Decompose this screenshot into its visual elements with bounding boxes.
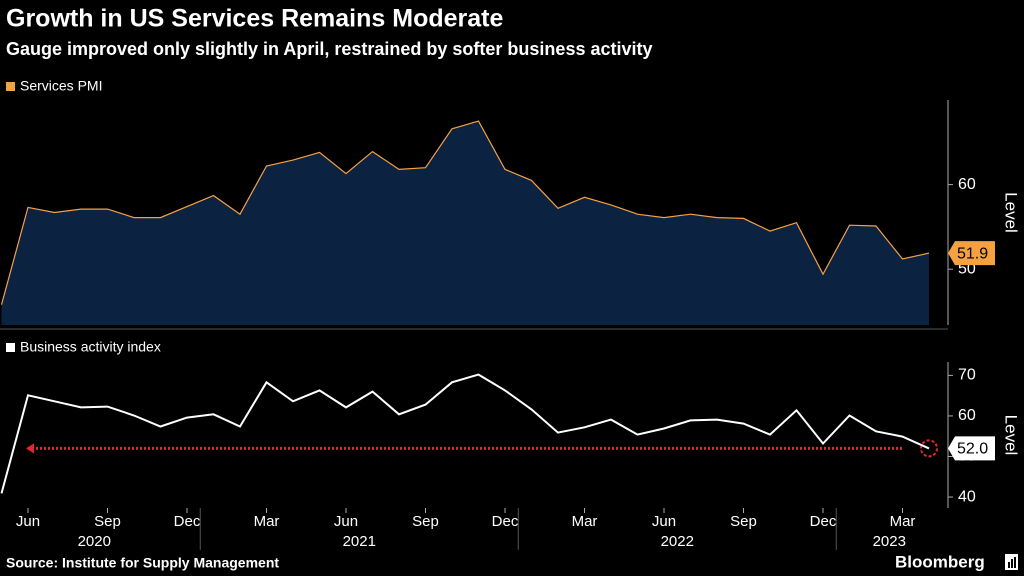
end-label: 52.0 — [957, 441, 988, 458]
reference-arrow — [26, 443, 34, 454]
end-circle — [920, 439, 938, 458]
end-label: 51.9 — [957, 245, 988, 262]
y-axis-label: Level — [1002, 415, 1021, 456]
area — [1, 121, 929, 325]
y-tick-label: 70 — [958, 367, 976, 384]
x-tick-label: Mar — [254, 513, 280, 530]
source: Source: Institute for Supply Management — [6, 555, 279, 571]
legend-label: Business activity index — [20, 339, 161, 355]
end-label-box — [948, 241, 995, 266]
y-axis-label: Level — [1002, 192, 1021, 233]
x-tick-label: Dec — [492, 513, 519, 530]
brand: Bloomberg — [895, 552, 985, 571]
x-tick-label: Sep — [94, 513, 121, 530]
y-tick-label: 60 — [958, 176, 976, 193]
legend-swatch — [6, 343, 15, 352]
y-tick-label: 60 — [958, 407, 976, 424]
legend-label: Services PMI — [20, 78, 102, 94]
line — [0, 120, 930, 305]
chart-subtitle: Gauge improved only slightly in April, r… — [6, 39, 653, 59]
x-tick-label: Mar — [890, 513, 916, 530]
legend-swatch — [6, 82, 15, 91]
year-label: 2021 — [343, 533, 376, 550]
chart-title: Growth in US Services Remains Moderate — [6, 5, 503, 33]
x-tick-label: Jun — [652, 513, 676, 530]
year-label: 2022 — [661, 533, 694, 550]
y-tick-label: 40 — [958, 488, 976, 505]
year-label: 2023 — [873, 533, 906, 550]
brand-icon — [1005, 554, 1018, 570]
x-tick-label: Sep — [730, 513, 757, 530]
x-tick-label: Dec — [174, 513, 201, 530]
x-tick-label: Mar — [572, 513, 598, 530]
end-label-box — [948, 436, 995, 461]
year-label: 2020 — [78, 533, 111, 550]
x-tick-label: Jun — [16, 513, 40, 530]
x-tick-label: Sep — [412, 513, 439, 530]
line — [0, 373, 930, 494]
x-tick-label: Dec — [810, 513, 837, 530]
x-tick-label: Jun — [334, 513, 358, 530]
